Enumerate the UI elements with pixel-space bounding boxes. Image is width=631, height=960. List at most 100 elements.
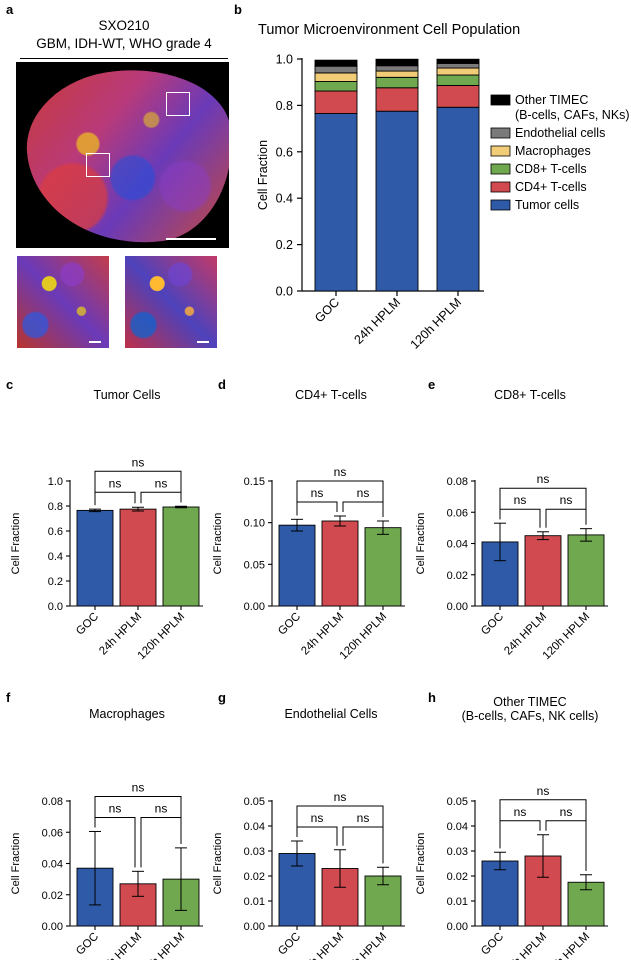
panel-letter-e: e [428, 377, 436, 392]
chart-g-y-axis-label: Cell Fraction [212, 833, 224, 895]
stacked-y-tick-label: 0.8 [276, 99, 293, 113]
panel-letter-f: f [6, 690, 11, 705]
chart-e-y-tick-label: 0.02 [447, 570, 468, 582]
stacked-bar-segment [436, 67, 480, 76]
chart-c-significance-bracket [94, 491, 136, 506]
stacked-x-tick-label: GOC [312, 295, 342, 325]
chart-d-significance-bracket [296, 501, 338, 516]
chart-e-y-tick-label: 0.06 [447, 507, 468, 519]
chart-c-x-tick-label: 24h HPLM [97, 611, 144, 658]
chart-f-y-tick-label: 0.08 [42, 796, 63, 808]
chart-d-x-tick-label: 24h HPLM [299, 611, 346, 658]
chart-f-x-tick-label: 120h HPLM [136, 931, 187, 960]
panel-letter-g: g [218, 690, 226, 705]
legend-label-line: Tumor cells [515, 198, 579, 212]
inset-scale-bar-right [197, 341, 209, 343]
chart-e-significance-bracket [545, 508, 587, 528]
legend-swatch [490, 199, 511, 211]
legend-label: Macrophages [515, 144, 591, 158]
sample-id: SXO210 [98, 18, 150, 33]
chart-g-significance-label: ns [334, 790, 347, 804]
stacked-bar-segment [314, 90, 358, 114]
chart-g-y-tick-label: 0.00 [244, 921, 265, 933]
chart-d-title-line: CD4+ T-cells [295, 388, 367, 402]
microscopy-title: SXO210 GBM, IDH-WT, WHO grade 4 [14, 17, 234, 53]
panel-letter-c: c [6, 377, 14, 392]
stacked-bar-segment [436, 58, 480, 64]
chart-g-x-tick-label: 24h HPLM [299, 931, 346, 960]
stacked-bar-segment [375, 87, 419, 112]
chart-e-y-tick-label: 0.04 [447, 539, 468, 551]
chart-c-x-tick-label: 120h HPLM [136, 611, 187, 662]
chart-h-bar [481, 860, 519, 927]
chart-h-x-tick-label: 24h HPLM [502, 931, 549, 960]
chart-g-significance-bracket [296, 805, 384, 864]
chart-c-y-axis-label: Cell Fraction [10, 513, 22, 575]
chart-f-significance-label: ns [132, 780, 145, 794]
legend-label: CD8+ T-cells [515, 162, 587, 176]
legend-label-line: CD8+ T-cells [515, 162, 587, 176]
legend-swatch [490, 94, 511, 106]
legend-swatch [490, 145, 511, 157]
chart-g-y-tick-label: 0.03 [244, 846, 265, 858]
chart-e-y-tick-label: 0.00 [447, 601, 468, 613]
chart-d-y-tick-label: 0.10 [244, 518, 265, 530]
chart-c-y-tick-label: 0.4 [48, 551, 63, 563]
chart-c-bar [76, 509, 114, 607]
chart-d-y-tick-label: 0.15 [244, 476, 265, 488]
chart-f-significance-bracket [140, 816, 182, 868]
chart-c-significance-bracket [140, 491, 182, 504]
chart-c-significance-label: ns [155, 476, 168, 490]
legend-swatch [490, 127, 511, 139]
chart-f-significance-bracket [94, 816, 136, 868]
chart-e-significance-label: ns [560, 493, 573, 507]
roi-box-2 [166, 92, 190, 116]
legend-label-line: CD4+ T-cells [515, 180, 587, 194]
stacked-bar-segment [375, 76, 419, 89]
chart-e-title: CD8+ T-cells [494, 388, 566, 402]
stacked-bar-segment [375, 70, 419, 78]
chart-g-significance-bracket [342, 826, 384, 864]
stacked-bar-segment [375, 65, 419, 72]
chart-d-significance-bracket [296, 480, 384, 517]
stacked-bar-segment [314, 65, 358, 74]
legend-label-line: (B-cells, CAFs, NKs) [515, 108, 630, 122]
legend-label: CD4+ T-cells [515, 180, 587, 194]
legend-label: Tumor cells [515, 198, 579, 212]
chart-f-y-tick-label: 0.06 [42, 827, 63, 839]
panel-letter-b: b [234, 2, 242, 17]
chart-g-significance-label: ns [357, 811, 370, 825]
chart-g-y-tick-label: 0.02 [244, 871, 265, 883]
legend-swatch [490, 163, 511, 175]
chart-g-title: Endothelial Cells [284, 707, 377, 721]
chart-c-y-tick-label: 0.0 [48, 601, 63, 613]
chart-f-x-tick-label: 24h HPLM [97, 931, 144, 960]
legend-label-line: Macrophages [515, 144, 591, 158]
legend-label-line: Endothelial cells [515, 126, 605, 140]
stacked-bar-segment [375, 58, 419, 67]
stacked-y-tick-label: 1.0 [276, 53, 293, 67]
stacked-bar-segment [314, 59, 358, 67]
chart-e-bar [524, 535, 562, 607]
chart-e-significance-label: ns [514, 493, 527, 507]
chart-d-significance-label: ns [311, 486, 324, 500]
stacked-bar-segment [375, 110, 419, 292]
chart-e-x-tick-label: GOC [479, 611, 506, 638]
chart-f-title-line: Macrophages [89, 707, 165, 721]
chart-d-title: CD4+ T-cells [295, 388, 367, 402]
chart-e-bar [567, 534, 605, 607]
chart-h-y-tick-label: 0.04 [447, 821, 468, 833]
chart-g-y-tick-label: 0.05 [244, 796, 265, 808]
chart-e-title-line: CD8+ T-cells [494, 388, 566, 402]
stacked-y-axis-label: Cell Fraction [256, 140, 270, 210]
chart-g-y-tick-label: 0.01 [244, 896, 265, 908]
chart-d-x-tick-label: 120h HPLM [338, 611, 389, 662]
chart-h-y-tick-label: 0.05 [447, 796, 468, 808]
legend-label: Endothelial cells [515, 126, 605, 140]
microscopy-inset-left [17, 256, 109, 348]
chart-g-significance-bracket [296, 826, 338, 846]
scale-bar [166, 238, 216, 240]
stacked-y-tick-label: 0.0 [276, 285, 293, 299]
chart-d-y-tick-label: 0.05 [244, 559, 265, 571]
panel-letter-a: a [6, 2, 14, 17]
